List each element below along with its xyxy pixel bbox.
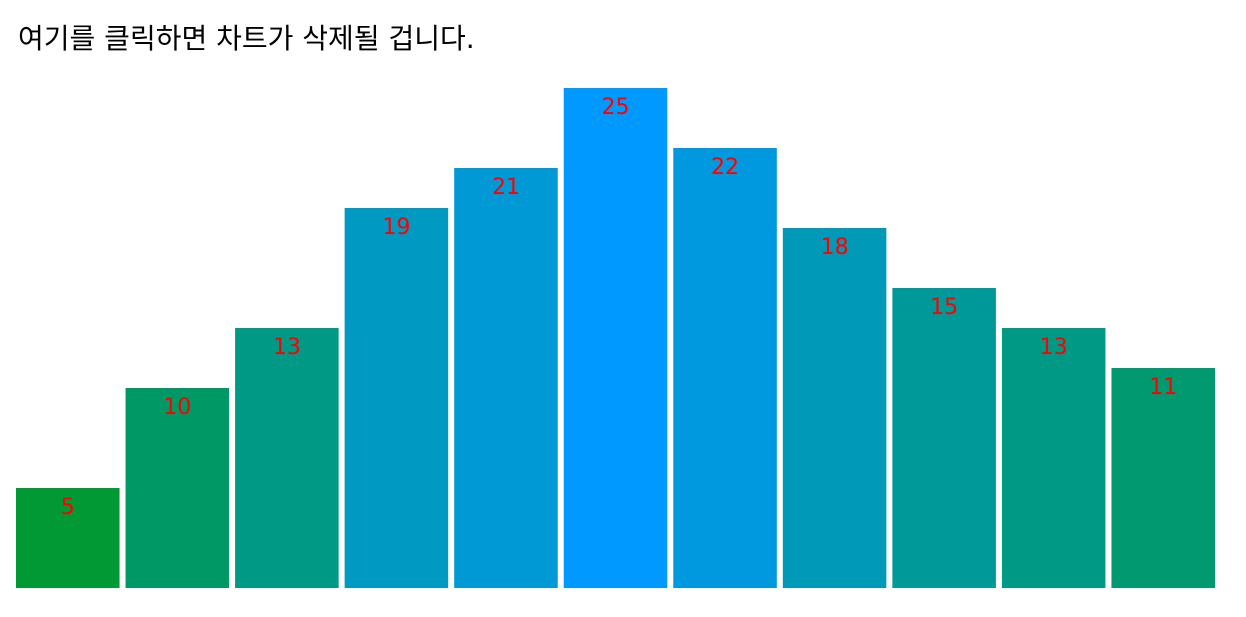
value-label: 21 <box>492 175 520 200</box>
bar <box>454 168 558 588</box>
value-label: 22 <box>711 155 739 180</box>
bar <box>782 228 887 588</box>
chart-title[interactable]: 여기를 클릭하면 차트가 삭제될 겁니다. <box>18 22 475 55</box>
bar <box>16 488 120 588</box>
bar <box>1111 368 1215 588</box>
value-label: 18 <box>821 235 849 260</box>
bar <box>344 208 449 588</box>
value-label: 10 <box>163 395 191 420</box>
value-label: 13 <box>1040 335 1068 360</box>
bar <box>1001 328 1106 588</box>
bar <box>892 288 996 588</box>
value-label: 11 <box>1149 375 1177 400</box>
bar <box>125 388 230 588</box>
bar <box>235 328 339 588</box>
value-label: 13 <box>273 335 301 360</box>
value-label: 15 <box>930 295 958 320</box>
value-label: 19 <box>382 215 410 240</box>
bar <box>673 148 777 588</box>
value-label: 25 <box>602 95 630 120</box>
bar <box>563 88 668 588</box>
value-label: 5 <box>61 495 75 520</box>
